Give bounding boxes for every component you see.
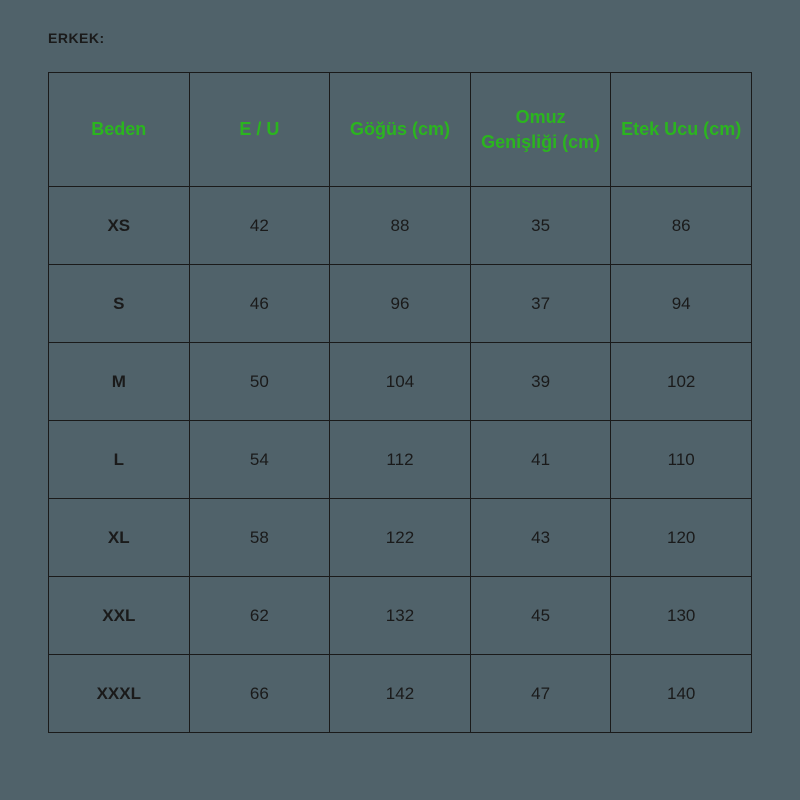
cell-shoulder: 35 [470,187,611,265]
cell-chest: 112 [330,421,471,499]
cell-eu: 66 [189,655,330,733]
table-row: S 46 96 37 94 [49,265,752,343]
cell-eu: 42 [189,187,330,265]
cell-shoulder: 45 [470,577,611,655]
cell-hem: 130 [611,577,752,655]
col-header-hem: Etek Ucu (cm) [611,73,752,187]
cell-hem: 120 [611,499,752,577]
cell-chest: 88 [330,187,471,265]
cell-chest: 142 [330,655,471,733]
table-row: XXL 62 132 45 130 [49,577,752,655]
cell-chest: 96 [330,265,471,343]
cell-eu: 46 [189,265,330,343]
cell-hem: 110 [611,421,752,499]
cell-eu: 50 [189,343,330,421]
cell-hem: 94 [611,265,752,343]
cell-size: M [49,343,190,421]
cell-chest: 132 [330,577,471,655]
cell-shoulder: 41 [470,421,611,499]
cell-hem: 102 [611,343,752,421]
col-header-shoulder: Omuz Genişliği (cm) [470,73,611,187]
table-row: XS 42 88 35 86 [49,187,752,265]
cell-eu: 58 [189,499,330,577]
cell-size: L [49,421,190,499]
cell-size: XXL [49,577,190,655]
table-row: XL 58 122 43 120 [49,499,752,577]
cell-hem: 86 [611,187,752,265]
cell-shoulder: 39 [470,343,611,421]
cell-size: S [49,265,190,343]
cell-shoulder: 37 [470,265,611,343]
cell-size: XS [49,187,190,265]
table-row: M 50 104 39 102 [49,343,752,421]
cell-chest: 104 [330,343,471,421]
cell-size: XL [49,499,190,577]
section-title: ERKEK: [48,30,752,46]
table-row: XXXL 66 142 47 140 [49,655,752,733]
size-chart-table: Beden E / U Göğüs (cm) Omuz Genişliği (c… [48,72,752,733]
cell-shoulder: 43 [470,499,611,577]
col-header-chest: Göğüs (cm) [330,73,471,187]
table-header-row: Beden E / U Göğüs (cm) Omuz Genişliği (c… [49,73,752,187]
cell-eu: 62 [189,577,330,655]
col-header-eu: E / U [189,73,330,187]
col-header-size: Beden [49,73,190,187]
cell-eu: 54 [189,421,330,499]
cell-chest: 122 [330,499,471,577]
cell-size: XXXL [49,655,190,733]
cell-shoulder: 47 [470,655,611,733]
table-row: L 54 112 41 110 [49,421,752,499]
cell-hem: 140 [611,655,752,733]
